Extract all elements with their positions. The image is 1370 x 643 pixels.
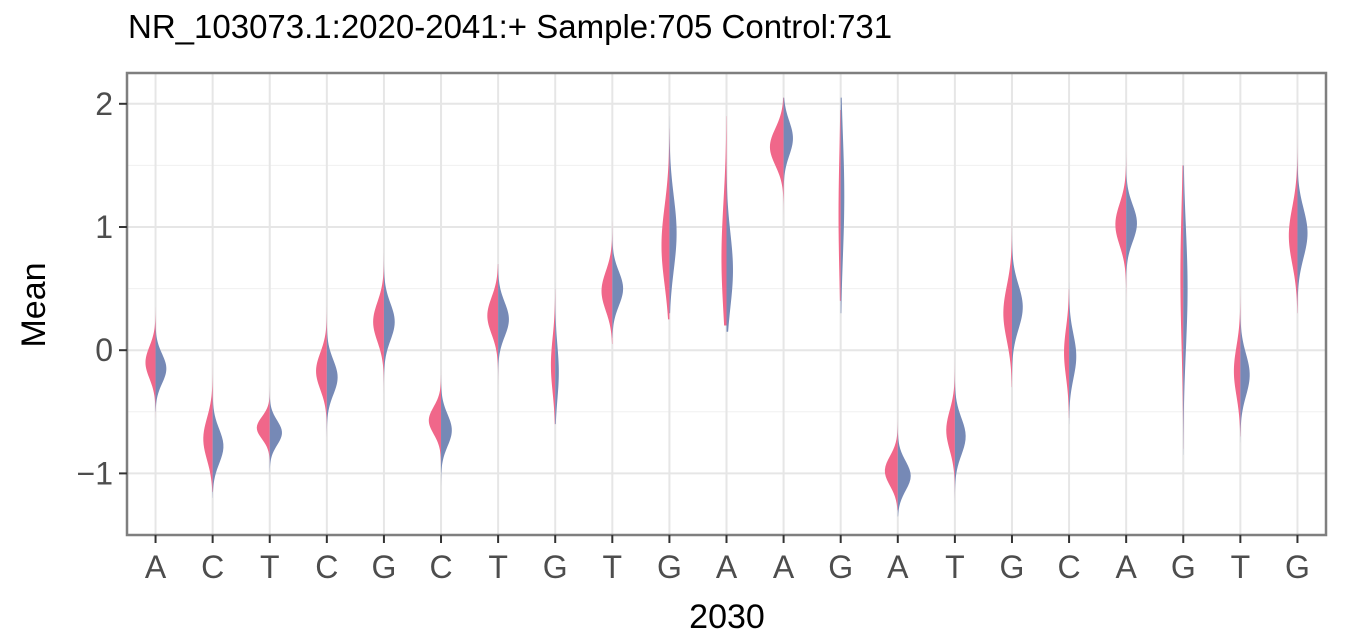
violin-sample [601,220,613,345]
x-tick-label: A [145,549,167,585]
x-tick-label: T [260,549,280,585]
violin-control [669,116,677,314]
y-tick-label: 0 [95,332,113,368]
violin-sample [373,239,384,400]
violin-control [1240,276,1250,443]
x-tick-label: C [1058,549,1081,585]
violin-sample [316,288,327,443]
violin-sample [661,128,670,320]
violin-control [1297,134,1308,314]
violin-sample [428,362,442,480]
violin-sample [145,307,156,418]
violin-control [726,109,733,332]
violin-control [954,276,966,505]
x-tick-label: G [657,549,682,585]
violin-control [212,282,224,499]
x-tick-label: G [371,549,396,585]
violin-sample [884,307,898,511]
violin-sample [946,282,955,499]
x-tick-label: T [945,549,965,585]
violin-control [441,374,452,486]
violin-sample [1180,165,1184,449]
y-tick-label: −1 [77,455,113,491]
violin-control [326,294,338,437]
violin-control [612,214,624,338]
x-tick-label: G [1171,549,1196,585]
x-tick-label: G [1285,549,1310,585]
x-tick-label: A [773,549,795,585]
violin-control [1126,128,1137,314]
violin-sample [1233,276,1241,437]
x-tick-label: C [429,549,452,585]
violin-sample [1288,128,1298,314]
violin-sample [550,288,556,425]
x-tick-label: A [716,549,738,585]
violin-control [1069,282,1077,425]
violin-control [783,97,793,215]
violin-control [1011,214,1023,381]
violin-sample [256,356,270,486]
violin-sample [1064,288,1070,418]
chart-title: NR_103073.1:2020-2041:+ Sample:705 Contr… [128,8,892,45]
x-tick-label: G [1000,549,1025,585]
x-axis-title: 2030 [689,598,765,636]
violins [145,97,1308,517]
violin-control [498,263,509,388]
y-tick-label: 2 [95,86,113,122]
violin-control [555,282,559,425]
x-tick-label: C [315,549,338,585]
x-tick-label: C [201,549,224,585]
x-tick-label: G [543,549,568,585]
violin-sample [487,263,499,394]
x-tick-label: T [603,549,623,585]
violin-control [840,97,845,314]
x-tick-label: A [887,549,909,585]
x-tick-label: A [1115,549,1137,585]
violin-control [383,239,395,400]
violin-control [897,313,911,517]
violin-sample [203,288,213,492]
violin-sample [1115,134,1127,326]
y-axis-title: Mean [15,262,53,347]
x-tick-label: T [488,549,508,585]
violin-control [1183,165,1188,455]
x-tick-label: G [828,549,853,585]
violin-control [155,313,167,412]
y-tick-label: 1 [95,209,113,245]
violin-sample [721,116,727,326]
violin-sample [769,97,784,240]
violin-control [269,356,282,486]
violin-sample [838,109,841,301]
violin-sample [1003,214,1012,388]
x-tick-label: T [1231,549,1251,585]
